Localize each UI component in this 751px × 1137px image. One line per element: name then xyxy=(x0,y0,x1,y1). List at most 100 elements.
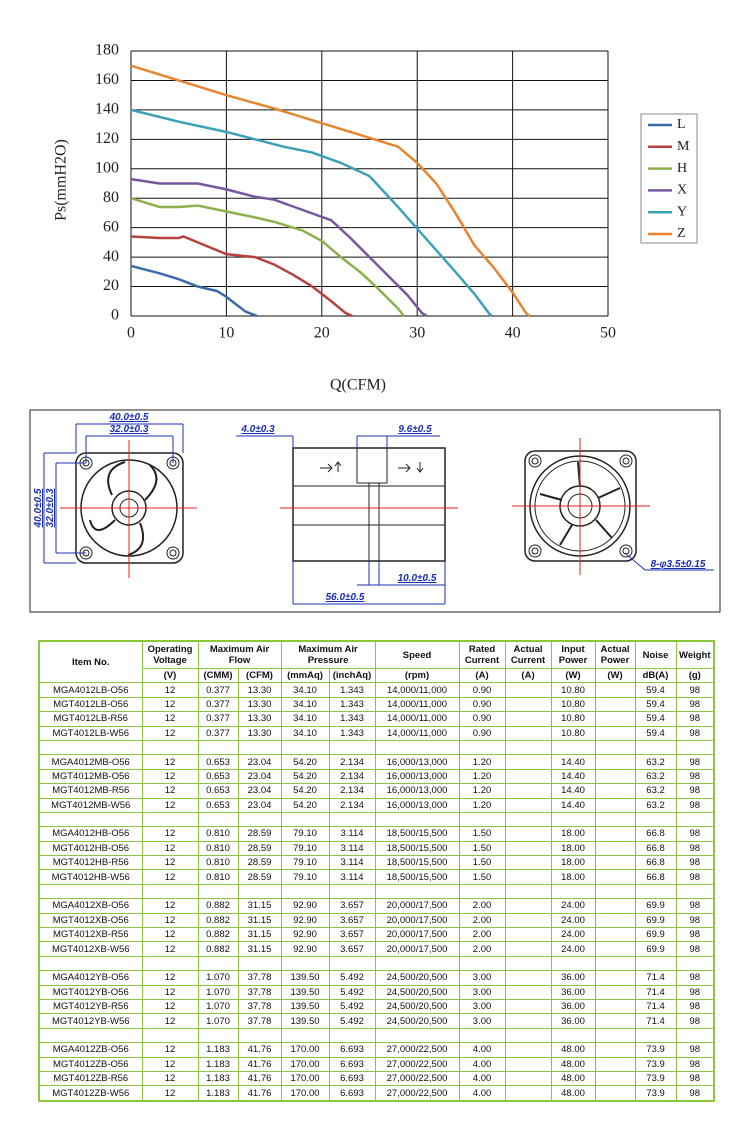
empty-cell xyxy=(197,739,239,756)
value-cell: 37.78 xyxy=(237,1013,282,1029)
value-cell: 63.2 xyxy=(634,797,677,813)
value-cell: 98 xyxy=(675,783,715,799)
item-cell: MGT4012HB-W56 xyxy=(38,869,143,885)
value-cell: 16,000/13,000 xyxy=(374,783,460,799)
value-cell: 3.114 xyxy=(328,840,376,857)
value-cell: 12 xyxy=(141,898,199,914)
data-row: MGT4012ZB-R56 12 1.183 41.76 170.00 6.693 27,0… xyxy=(38,1070,715,1087)
empty-cell xyxy=(504,682,552,698)
value-cell: 0.653 xyxy=(197,797,239,813)
value-cell: 1.20 xyxy=(458,768,506,785)
data-row: MGT4012YB-R56 12 1.070 37.78 139.50 5.492 24,5… xyxy=(38,998,715,1015)
item-cell: MGT4012LB-W56 xyxy=(38,725,143,741)
value-cell: 2.00 xyxy=(458,941,506,957)
value-cell: 37.78 xyxy=(237,970,282,986)
empty-cell xyxy=(550,955,596,972)
value-cell: 16,000/13,000 xyxy=(374,768,460,785)
value-cell: 4.00 xyxy=(458,1085,506,1102)
value-cell: 36.00 xyxy=(550,998,596,1015)
data-row: MGA4012ZB-O56 12 1.183 41.76 170.00 6.693 27,0… xyxy=(38,1042,715,1058)
item-cell: MGT4012ZB-O56 xyxy=(38,1056,143,1072)
item-cell: MGT4012HB-R56 xyxy=(38,855,143,871)
empty-cell xyxy=(504,1027,552,1044)
data-row: MGA4012LB-O56 12 0.377 13.30 34.10 1.343 14,00… xyxy=(38,682,715,698)
value-cell: 18,500/15,500 xyxy=(374,855,460,871)
value-cell: 3.114 xyxy=(328,826,376,842)
value-cell: 69.9 xyxy=(634,927,677,943)
y-tick-label: 20 xyxy=(103,277,119,294)
header-cell: Speed xyxy=(374,640,460,669)
value-cell: 4.00 xyxy=(458,1042,506,1058)
spacer-row xyxy=(38,883,715,900)
data-row: MGT4012YB-W56 12 1.070 37.78 139.50 5.492 24,5… xyxy=(38,1013,715,1029)
empty-cell xyxy=(458,811,506,828)
value-cell: 28.59 xyxy=(237,840,282,857)
value-cell: 98 xyxy=(675,768,715,785)
value-cell: 0.653 xyxy=(197,754,239,770)
empty-cell xyxy=(504,869,552,885)
value-cell: 98 xyxy=(675,912,715,929)
value-cell: 69.9 xyxy=(634,912,677,929)
item-cell: MGT4012ZB-W56 xyxy=(38,1085,143,1102)
value-cell: 12 xyxy=(141,711,199,727)
value-cell: 92.90 xyxy=(280,912,330,929)
value-cell: 0.90 xyxy=(458,682,506,698)
value-cell: 98 xyxy=(675,1056,715,1072)
value-cell: 10.80 xyxy=(550,711,596,727)
unit-cell: (g) xyxy=(675,667,715,684)
value-cell: 12 xyxy=(141,754,199,770)
empty-cell xyxy=(504,826,552,842)
value-cell: 1.070 xyxy=(197,970,239,986)
value-cell: 31.15 xyxy=(237,927,282,943)
empty-cell xyxy=(458,739,506,756)
value-cell: 2.00 xyxy=(458,927,506,943)
value-cell: 63.2 xyxy=(634,754,677,770)
value-cell: 14,000/11,000 xyxy=(374,696,460,713)
data-row: MGT4012MB-R56 12 0.653 23.04 54.20 2.134 16,00… xyxy=(38,783,715,799)
value-cell: 170.00 xyxy=(280,1085,330,1102)
value-cell: 18.00 xyxy=(550,869,596,885)
value-cell: 0.882 xyxy=(197,898,239,914)
empty-cell xyxy=(374,811,460,828)
item-cell: MGT4012MB-W56 xyxy=(38,797,143,813)
y-axis-label: Ps(mmH2O) xyxy=(53,139,70,221)
empty-cell xyxy=(237,811,282,828)
value-cell: 3.00 xyxy=(458,998,506,1015)
data-row: MGA4012HB-O56 12 0.810 28.59 79.10 3.114 18,50… xyxy=(38,826,715,842)
value-cell: 98 xyxy=(675,682,715,698)
dimension-label: 40.0±0.5 xyxy=(109,412,149,423)
value-cell: 59.4 xyxy=(634,682,677,698)
value-cell: 139.50 xyxy=(280,984,330,1000)
value-cell: 20,000/17,500 xyxy=(374,898,460,914)
value-cell: 12 xyxy=(141,1056,199,1072)
value-cell: 63.2 xyxy=(634,768,677,785)
header-cell: Rated Current xyxy=(458,640,506,669)
empty-cell xyxy=(594,1042,636,1058)
value-cell: 59.4 xyxy=(634,725,677,741)
value-cell: 12 xyxy=(141,984,199,1000)
empty-cell xyxy=(504,898,552,914)
value-cell: 5.492 xyxy=(328,970,376,986)
value-cell: 98 xyxy=(675,840,715,857)
value-cell: 18.00 xyxy=(550,826,596,842)
x-axis-label: Q(CFM) xyxy=(330,377,386,394)
header-cell: Input Power xyxy=(550,640,596,669)
empty-cell xyxy=(504,811,552,828)
value-cell: 98 xyxy=(675,826,715,842)
pq-chart: Ps(mmH2O) Q(CFM) 02040608010012014016018… xyxy=(53,42,698,394)
table-body: MGA4012LB-O56 12 0.377 13.30 34.10 1.343 14,00… xyxy=(38,682,715,1102)
empty-cell xyxy=(38,883,143,900)
empty-cell xyxy=(594,739,636,756)
value-cell: 48.00 xyxy=(550,1056,596,1072)
value-cell: 170.00 xyxy=(280,1056,330,1072)
value-cell: 28.59 xyxy=(237,826,282,842)
value-cell: 98 xyxy=(675,970,715,986)
y-tick-label: 140 xyxy=(95,101,119,118)
value-cell: 13.30 xyxy=(237,725,282,741)
empty-cell xyxy=(328,955,376,972)
value-cell: 0.90 xyxy=(458,725,506,741)
value-cell: 4.00 xyxy=(458,1056,506,1072)
empty-cell xyxy=(504,1042,552,1058)
value-cell: 73.9 xyxy=(634,1085,677,1102)
dimension-label: 9.6±0.5 xyxy=(398,424,432,435)
